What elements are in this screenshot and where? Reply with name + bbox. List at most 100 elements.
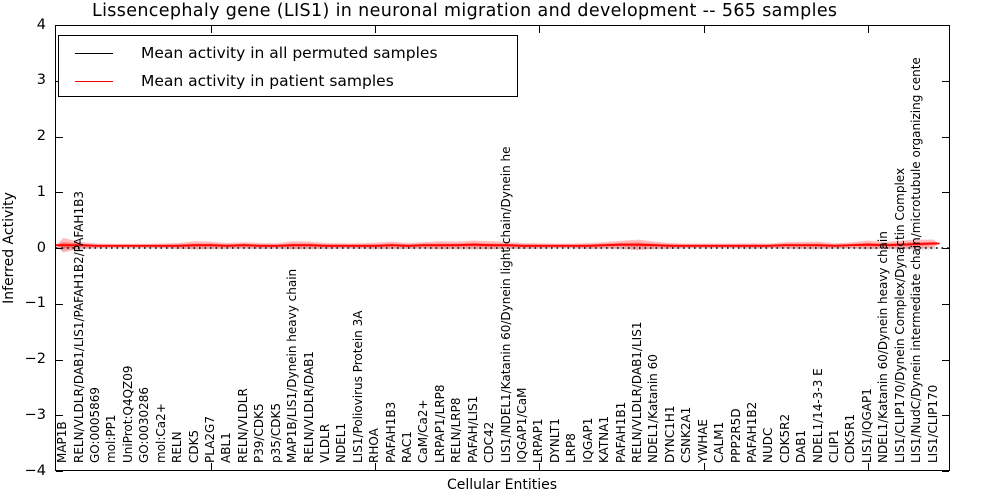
- x-category-label: CDK5: [186, 429, 201, 463]
- x-category-label: NDEL1: [334, 422, 349, 463]
- y-tick-label: 0: [36, 239, 46, 256]
- x-category-label: LIS1/NudC/Dynein intermediate chain/micr…: [909, 57, 924, 463]
- x-category-label: PAFAH/LIS1: [465, 395, 480, 463]
- y-tick-label: 1: [36, 183, 46, 200]
- y-tick-label: 4: [36, 16, 46, 33]
- x-category-label: CSNK2A1: [679, 406, 694, 463]
- x-category-label: mol:PP1: [104, 414, 119, 463]
- x-category-label: RELN/VLDLR/DAB1/LIS1: [629, 321, 644, 463]
- x-category-label: CLIP1: [827, 429, 842, 463]
- x-category-label: PAFAH1B3: [383, 401, 398, 463]
- x-category-label: RELN/VLDLR/DAB1: [301, 351, 316, 463]
- y-tick-label: −1: [24, 295, 46, 312]
- x-category-label: KATNA1: [597, 415, 612, 463]
- x-category-label: RELN: [170, 431, 185, 463]
- x-category-label: NDEL1/14-3-3 E: [810, 368, 825, 463]
- distribution-band: [56, 245, 940, 251]
- y-tick-label: −4: [24, 462, 46, 479]
- x-category-label: LRPAP1/LRP8: [432, 384, 447, 463]
- x-category-label: MAP1B/LIS1/Dynein heavy chain: [285, 268, 300, 463]
- tick-mark: [56, 136, 63, 138]
- x-category-label: LRPAP1: [531, 418, 546, 463]
- x-category-label: LIS1/CLIP170/Dynein Complex/Dynactin Com…: [892, 167, 907, 463]
- y-tick-label: 2: [36, 128, 46, 144]
- x-category-label: CDC42: [482, 421, 497, 463]
- tick-mark: [942, 415, 949, 417]
- x-category-label: p35/CDK5: [268, 402, 283, 463]
- tick-mark: [942, 303, 949, 305]
- chart-canvas: [56, 238, 949, 253]
- plot-area: [55, 25, 950, 471]
- x-category-label: CaM/Ca2+: [416, 399, 431, 463]
- y-tick-label: −3: [24, 406, 46, 423]
- x-axis-label: Cellular Entities: [446, 477, 558, 493]
- x-category-label: UniProt:Q4QZ09: [120, 365, 135, 463]
- tick-mark: [56, 359, 63, 361]
- x-category-label: YWHAE: [695, 418, 710, 463]
- x-category-label: NDEL1/Katanin 60: [646, 354, 661, 463]
- legend-line-red-icon: [75, 80, 113, 82]
- tick-mark: [867, 26, 869, 33]
- x-category-label: CDK5R1: [843, 413, 858, 463]
- x-category-label: PPP2R5D: [728, 408, 743, 463]
- tick-mark: [375, 463, 377, 470]
- x-category-label: CALM1: [712, 421, 727, 463]
- x-category-label: IQGAP1: [580, 417, 595, 463]
- tick-mark: [56, 303, 63, 305]
- tick-mark: [211, 26, 212, 33]
- x-category-label: RELN/LRP8: [449, 397, 464, 463]
- tick-mark: [539, 26, 541, 33]
- tick-mark: [867, 463, 869, 470]
- tick-mark: [56, 192, 63, 194]
- tick-mark: [56, 248, 63, 249]
- tick-mark: [703, 26, 705, 33]
- patient-mean-line: [56, 242, 940, 247]
- x-category-label: DYNC1H1: [662, 405, 677, 463]
- tick-mark: [942, 359, 949, 361]
- legend-label-permuted: Mean activity in all permuted samples: [141, 44, 438, 62]
- x-category-label: RHOA: [367, 428, 382, 463]
- x-category-label: RAC1: [400, 431, 415, 463]
- legend-line-black-icon: [75, 52, 113, 54]
- x-category-label: P39/CDK5: [252, 403, 267, 463]
- tick-mark: [375, 26, 377, 33]
- tick-mark: [942, 248, 949, 249]
- tick-mark: [942, 192, 949, 194]
- tick-mark: [211, 463, 212, 470]
- legend-entry-patient: Mean activity in patient samples: [59, 68, 394, 94]
- tick-mark: [56, 25, 63, 26]
- legend: Mean activity in all permuted samples Me…: [58, 35, 518, 97]
- x-category-label: LIS1/Poliovirus Protein 3A: [350, 310, 365, 463]
- tick-mark: [942, 80, 949, 82]
- tick-mark: [56, 415, 63, 417]
- x-category-label: LIS1/NDEL1/Katanin 60/Dynein light chain…: [498, 146, 513, 463]
- x-category-label: LIS1/IQGAP1: [859, 388, 874, 463]
- x-category-label: ABL1: [219, 432, 234, 463]
- x-category-label: LIS1/CLIP170: [925, 384, 940, 463]
- legend-label-patient: Mean activity in patient samples: [141, 72, 394, 90]
- tick-mark: [539, 463, 541, 470]
- tick-mark: [942, 471, 949, 472]
- x-category-label: MAP1B: [55, 421, 70, 463]
- tick-mark: [56, 471, 63, 472]
- x-category-label: LRP8: [564, 433, 579, 463]
- y-tick-label: 3: [36, 72, 46, 89]
- x-category-label: CDK5R2: [777, 413, 792, 463]
- x-category-label: GO:0030286: [137, 386, 152, 463]
- legend-entry-permuted: Mean activity in all permuted samples: [59, 40, 438, 66]
- x-category-label: NUDC: [761, 427, 776, 463]
- x-category-label: IQGAP1/CaM: [515, 387, 530, 464]
- x-category-label: NDEL1/Katanin 60/Dynein heavy chain: [876, 231, 891, 463]
- y-tick-label: −2: [24, 351, 46, 367]
- x-category-label: RELN/VLDLR: [235, 388, 250, 463]
- x-category-label: PLA2G7: [203, 416, 217, 463]
- x-category-label: PAFAH1B1: [613, 401, 628, 463]
- x-category-label: DAB1: [794, 429, 809, 463]
- tick-mark: [942, 25, 949, 26]
- x-category-label: PAFAH1B2: [744, 401, 759, 463]
- x-category-label: DYNLT1: [547, 418, 562, 463]
- x-category-label: GO:0005869: [88, 386, 103, 463]
- x-category-label: mol:Ca2+: [153, 403, 168, 463]
- chart-title: Lissencephaly gene (LIS1) in neuronal mi…: [92, 1, 838, 21]
